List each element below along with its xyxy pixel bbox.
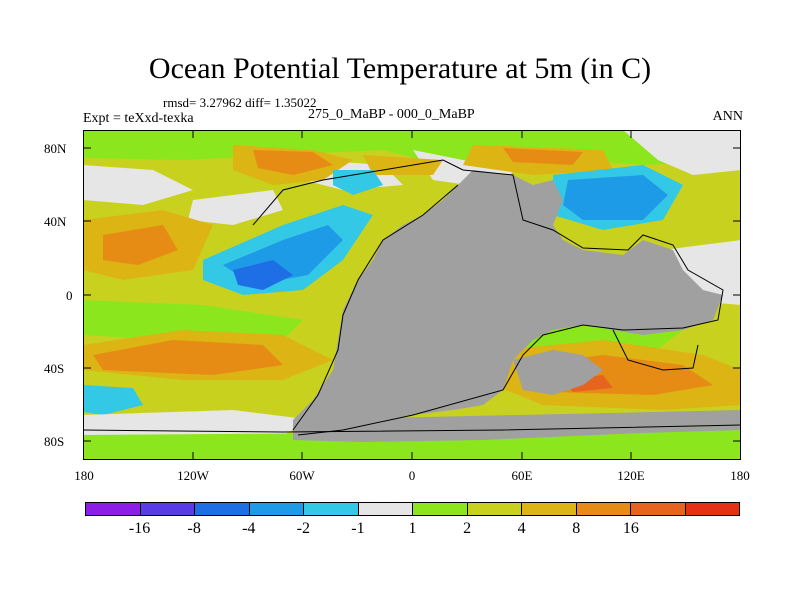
plot-title: Ocean Potential Temperature at 5m (in C) — [148, 52, 652, 85]
lat-ticks — [83, 147, 741, 442]
anomaly-region-cool — [83, 385, 143, 415]
anomaly-region-warm — [103, 225, 178, 265]
anomaly-region-warm — [503, 148, 583, 165]
land-mask-continent — [293, 410, 741, 442]
colorbar-tick-label: 4 — [517, 520, 526, 537]
lon-ticks — [192, 130, 632, 460]
coastline — [292, 184, 459, 431]
lon-label-60e: 60E — [511, 468, 533, 483]
colorbar-segment — [140, 503, 195, 515]
colorbar-tick-label: -4 — [242, 520, 256, 537]
land-mask-continent — [513, 350, 603, 395]
colorbar-tick-label: 8 — [572, 520, 581, 537]
experiment-label: Expt = teXxd-texka — [83, 111, 194, 126]
coastline — [297, 169, 724, 436]
lon-label-180w: 180 — [74, 468, 94, 483]
anomaly-region-north-white — [188, 190, 283, 225]
lat-label-40s: 40S — [44, 361, 65, 376]
lon-label-60w: 60W — [289, 468, 315, 483]
colorbar-segment — [249, 503, 304, 515]
colorbar-segment — [304, 503, 359, 515]
colorbar-segment — [631, 503, 686, 515]
colorbar-tick-label: -8 — [187, 520, 201, 537]
coastline — [252, 159, 464, 226]
colorbar-tick-label: 16 — [622, 520, 639, 537]
lon-label-0: 0 — [408, 468, 416, 483]
stats-text: rmsd= 3.27962 diff= 1.35022 — [163, 95, 317, 110]
colorbar-segment — [195, 503, 250, 515]
colorbar-tick-label: -1 — [351, 520, 365, 537]
colorbar-tick-label: 1 — [408, 520, 417, 537]
anomaly-region-white — [83, 410, 313, 440]
lon-label-180e: 180 — [730, 468, 750, 483]
colorbar-segment — [467, 503, 522, 515]
land-mask-continent — [293, 170, 723, 435]
anomaly-region-cool — [563, 175, 668, 220]
colorbar-segment — [576, 503, 631, 515]
lat-label-0: 0 — [66, 288, 73, 303]
colorbar-segment — [86, 503, 141, 515]
colorbar-tick-label: -2 — [296, 520, 310, 537]
coastline — [82, 424, 742, 433]
map-plot — [82, 130, 742, 460]
anomaly-region-arctic-white — [623, 130, 741, 175]
anomaly-region-green — [83, 430, 741, 460]
anomaly-region-warm — [93, 340, 283, 375]
lat-label-80s: 80S — [44, 434, 65, 449]
colorbar-tick-label: -16 — [128, 520, 151, 537]
lat-label-40n: 40N — [44, 214, 67, 229]
anomaly-region-warm — [253, 150, 333, 175]
colorbar-segment — [522, 503, 577, 515]
anomaly-region-north-white — [83, 165, 193, 205]
colorbar-tick-label: 2 — [463, 520, 472, 537]
map-canvas — [82, 130, 742, 460]
colorbar-segment — [358, 503, 413, 515]
lon-label-120e: 120E — [617, 468, 645, 483]
subtitle: 275_0_MaBP - 000_0_MaBP — [308, 107, 475, 122]
lat-label-80n: 80N — [44, 141, 67, 156]
season-label: ANN — [712, 109, 743, 124]
colorbar-segment — [413, 503, 468, 515]
colorbar-segment — [685, 503, 739, 515]
lon-label-120w: 120W — [177, 468, 209, 483]
colorbar — [85, 502, 740, 516]
anomaly-region-cool — [233, 260, 293, 290]
coastline — [612, 329, 699, 371]
anomaly-region-arctic-green — [83, 130, 741, 170]
anomaly-region-green — [83, 300, 303, 340]
